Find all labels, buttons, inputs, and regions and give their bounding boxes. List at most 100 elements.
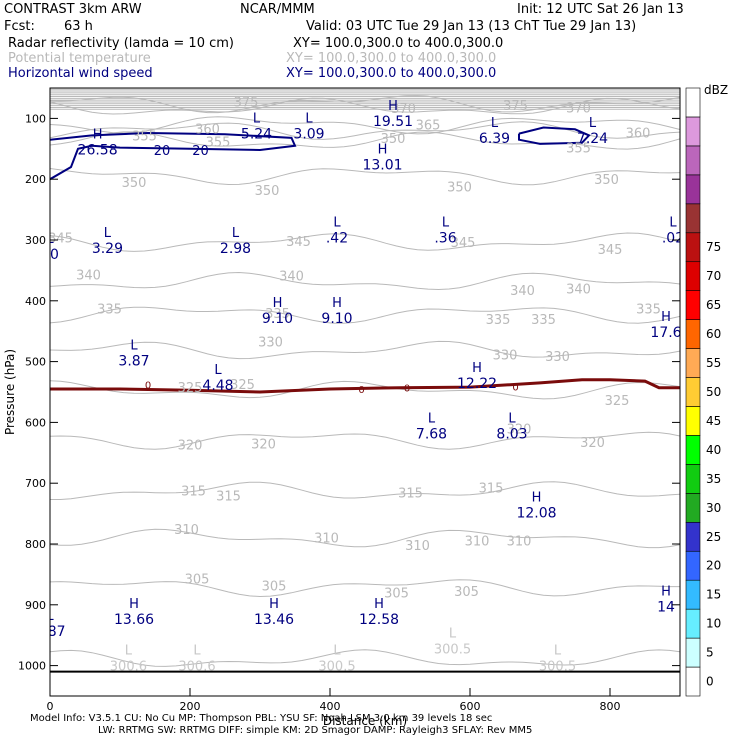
colorbar-swatch (685, 637, 701, 668)
wind-extremum-type: L (214, 363, 222, 378)
theta-label: 320 (178, 438, 203, 453)
wind-extremum-value: 12.58 (359, 612, 399, 628)
wind-extremum-type: H (661, 310, 671, 325)
theta-contours (50, 95, 680, 667)
colorbar-swatch (685, 406, 701, 436)
theta-label: 345 (451, 236, 476, 251)
reflectivity-label: 0 (358, 385, 364, 396)
wind-extremum-value: 12.22 (457, 376, 497, 392)
theta-extremum-value: 300.5 (434, 643, 471, 658)
wind-extremum-value: 26.58 (78, 142, 118, 158)
colorbar-swatch (685, 377, 701, 407)
colorbar-swatch (685, 435, 701, 465)
wind-extremum-type: H (378, 143, 388, 158)
wind-extremum-value: 13.46 (254, 612, 294, 628)
theta-contour-320 (50, 431, 680, 450)
theta-label: 310 (465, 534, 490, 549)
y-tick-label: 1000 (18, 660, 46, 673)
wind-extremum-value: 3.09 (293, 127, 324, 143)
theta-label: 305 (262, 579, 287, 594)
forecast-label: Fcst: (4, 19, 35, 34)
wind-extremum-value: 9.10 (321, 311, 352, 327)
wind-extremum-type: H (532, 490, 542, 505)
wind-contour-20-jet (50, 131, 297, 181)
colorbar-swatch (685, 464, 701, 494)
wind-extremum-type: L (491, 116, 499, 131)
colorbar-label: 45 (706, 414, 721, 428)
theta-contour-300 (50, 649, 680, 667)
wind-extremum-value: 8.03 (496, 426, 527, 442)
wind-extremum-type: L (428, 411, 436, 426)
theta-label: 320 (251, 438, 276, 453)
model-title: CONTRAST 3km ARW (4, 2, 142, 17)
theta-extremum-value: 300.5 (318, 660, 355, 675)
wind-extremum-value: 20 (41, 247, 59, 263)
colorbar-label: 50 (706, 385, 721, 399)
upper-theta-dense-contours (50, 88, 680, 110)
wind-extremum-value: 13.01 (362, 158, 402, 174)
colorbar: 0 5 10 15 20 25 30 35 40 45 50 55 60 65 70 75 dBZ (685, 83, 728, 697)
y-tick-label: 900 (25, 599, 46, 612)
theta-extremum-value: 300.6 (110, 660, 147, 675)
theta-label: 350 (594, 173, 619, 188)
colorbar-label: 60 (706, 327, 721, 341)
init-time: Init: 12 UTC Sat 26 Jan 13 (517, 2, 684, 17)
colorbar-swatch (685, 319, 701, 349)
colorbar-swatch (685, 521, 701, 552)
wind-extremum-type: L (508, 411, 516, 426)
wind-extremum-type: L (333, 216, 341, 231)
colorbar-swatch (685, 261, 701, 291)
theta-label: 375 (234, 95, 259, 110)
theta-label: 355 (206, 136, 231, 151)
field-3-xy: XY= 100.0,300.0 to 400.0,300.0 (286, 66, 497, 81)
field-2-xy: XY= 100.0,300.0 to 400.0,300.0 (286, 51, 497, 66)
wind-extremum-type: H (93, 127, 103, 142)
field-1-xy: XY= 100.0,300.0 to 400.0,300.0 (293, 36, 504, 51)
wind-extremum-type: L (305, 112, 313, 127)
wind-extremum-value: 2.87 (34, 624, 65, 640)
theta-extremum-type: L (125, 644, 133, 659)
wind-extremum-value: 13.66 (114, 612, 154, 628)
colorbar-swatch (685, 116, 701, 147)
colorbar-title: dBZ (704, 83, 728, 97)
colorbar-label: 65 (706, 298, 721, 312)
theta-label: 305 (384, 587, 409, 602)
wind-extremum-value: 4.48 (202, 378, 233, 394)
reflectivity-contours: 0 0 0 0 (50, 378, 680, 673)
wind-extremum-value: 17.6 (650, 325, 681, 341)
theta-label: 340 (279, 269, 304, 284)
theta-contour-325 (50, 380, 680, 400)
theta-label: 355 (132, 129, 157, 144)
theta-extremum-type: L (449, 627, 457, 642)
theta-label: 310 (314, 531, 339, 546)
colorbar-swatch (685, 174, 701, 205)
theta-label: 305 (185, 573, 210, 588)
y-tick-label: 700 (25, 477, 46, 490)
reflectivity-label: 0 (512, 383, 518, 394)
footer-physics: LW: RRTMG SW: RRTMG DIFF: simple KM: 2D … (98, 725, 533, 736)
wind-extremum-value: 12.08 (516, 505, 556, 521)
colorbar-label: 25 (706, 530, 721, 544)
theta-label: 340 (76, 269, 101, 284)
theta-extremum-value: 300.5 (539, 660, 576, 675)
theta-label: 325 (605, 394, 630, 409)
theta-label: 335 (97, 303, 122, 318)
x-tick-label: 400 (320, 700, 341, 713)
wind-extremum-type: L (442, 216, 450, 231)
wind-extremum-type: H (273, 296, 283, 311)
y-tick-label: 800 (25, 538, 46, 551)
colorbar-label: 35 (706, 472, 721, 486)
theta-contour-315 (50, 481, 680, 500)
theta-contour-340 (50, 271, 680, 291)
y-tick-label: 600 (25, 416, 46, 429)
colorbar-swatch (685, 608, 701, 639)
theta-label: 350 (447, 180, 472, 195)
theta-label: 310 (405, 539, 430, 554)
wind-extremum-value: 7.24 (577, 131, 608, 147)
x-axis-label: Distance (km) (323, 714, 407, 728)
colorbar-label: 75 (706, 240, 721, 254)
x-tick-label: 200 (180, 700, 201, 713)
wind-contour-20-east (518, 126, 591, 145)
theta-label: 350 (381, 132, 406, 147)
